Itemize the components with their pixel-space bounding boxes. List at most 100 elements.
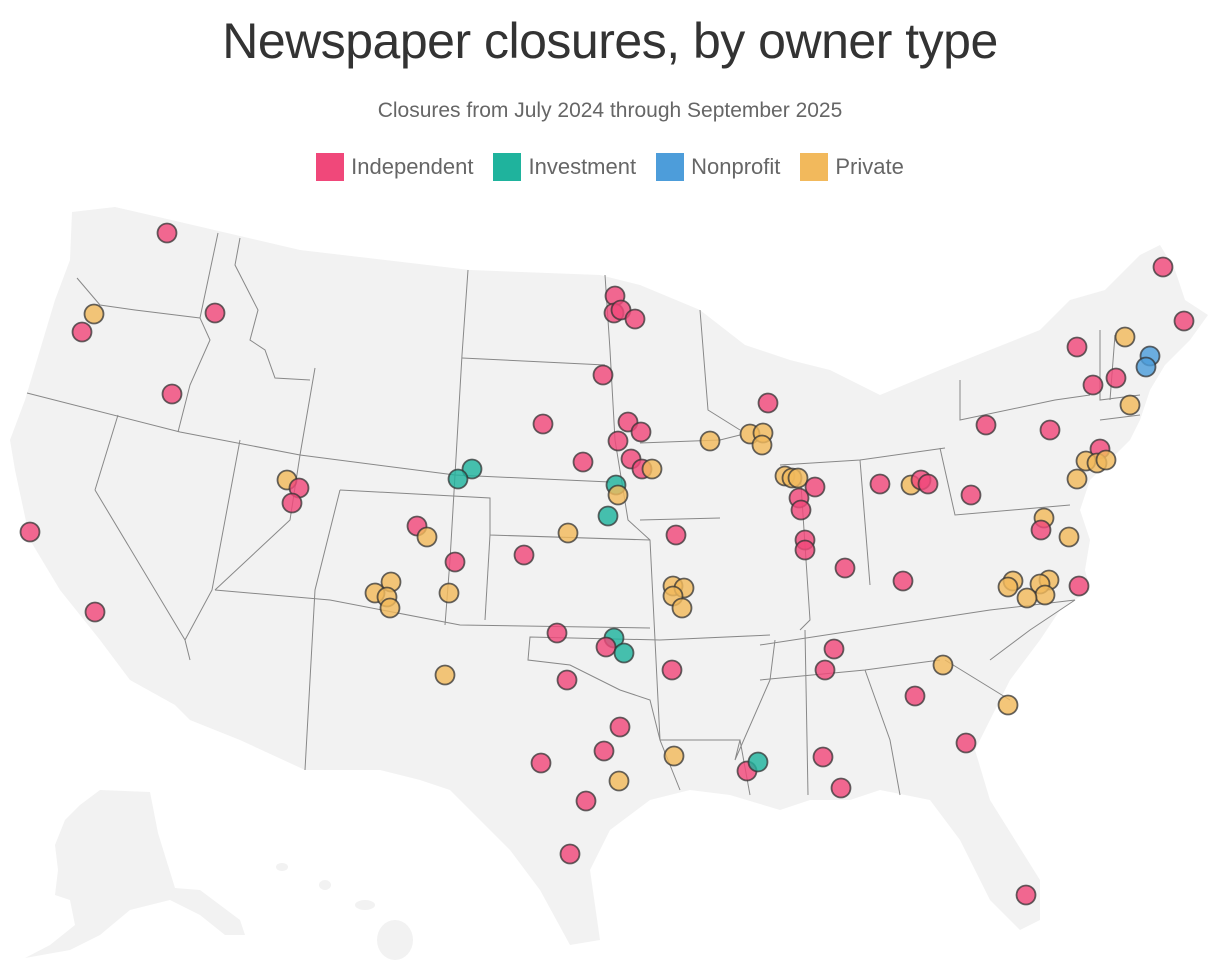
- private-swatch-icon: [800, 153, 829, 181]
- closure-point-private[interactable]: [608, 770, 630, 792]
- closure-point-private[interactable]: [1016, 587, 1038, 609]
- closure-point-private[interactable]: [557, 522, 579, 544]
- closure-point-investment[interactable]: [597, 505, 619, 527]
- closure-point-independent[interactable]: [790, 499, 812, 521]
- closure-point-independent[interactable]: [757, 392, 779, 414]
- closure-point-independent[interactable]: [546, 622, 568, 644]
- hawaii-island: [276, 863, 288, 871]
- alaska-shape: [25, 790, 245, 958]
- closure-point-independent[interactable]: [823, 638, 845, 660]
- closure-point-independent[interactable]: [593, 740, 615, 762]
- closure-point-private[interactable]: [751, 434, 773, 456]
- closure-point-independent[interactable]: [1082, 374, 1104, 396]
- closure-point-independent[interactable]: [904, 685, 926, 707]
- closure-point-independent[interactable]: [661, 659, 683, 681]
- closure-point-independent[interactable]: [609, 716, 631, 738]
- closure-point-independent[interactable]: [1015, 884, 1037, 906]
- closure-point-independent[interactable]: [156, 222, 178, 244]
- legend: Independent Investment Nonprofit Private: [0, 153, 1220, 181]
- closure-point-independent[interactable]: [161, 383, 183, 405]
- closure-point-private[interactable]: [997, 576, 1019, 598]
- closure-point-independent[interactable]: [19, 521, 41, 543]
- closure-point-private[interactable]: [932, 654, 954, 676]
- closure-point-independent[interactable]: [1066, 336, 1088, 358]
- closure-point-independent[interactable]: [812, 746, 834, 768]
- closure-point-private[interactable]: [434, 664, 456, 686]
- hawaii-island: [319, 880, 331, 890]
- legend-item-nonprofit: Nonprofit: [656, 153, 780, 181]
- closure-point-independent[interactable]: [814, 659, 836, 681]
- closure-point-independent[interactable]: [624, 308, 646, 330]
- closure-point-independent[interactable]: [444, 551, 466, 573]
- closure-point-independent[interactable]: [794, 539, 816, 561]
- closure-point-independent[interactable]: [572, 451, 594, 473]
- closure-point-nonprofit[interactable]: [1135, 356, 1157, 378]
- closure-point-independent[interactable]: [84, 601, 106, 623]
- closure-point-private[interactable]: [1114, 326, 1136, 348]
- closure-point-independent[interactable]: [892, 570, 914, 592]
- closure-point-private[interactable]: [607, 484, 629, 506]
- closure-point-independent[interactable]: [975, 414, 997, 436]
- investment-swatch-icon: [493, 153, 522, 181]
- closure-point-independent[interactable]: [804, 476, 826, 498]
- legend-item-investment: Investment: [493, 153, 636, 181]
- closure-point-private[interactable]: [1034, 584, 1056, 606]
- closure-point-private[interactable]: [641, 458, 663, 480]
- closure-point-independent[interactable]: [607, 430, 629, 452]
- closure-point-investment[interactable]: [461, 458, 483, 480]
- nonprofit-swatch-icon: [656, 153, 685, 181]
- closure-point-independent[interactable]: [204, 302, 226, 324]
- closure-point-investment[interactable]: [613, 642, 635, 664]
- closure-point-independent[interactable]: [1068, 575, 1090, 597]
- closure-point-independent[interactable]: [1039, 419, 1061, 441]
- land-shapes: [10, 207, 1208, 960]
- contiguous-us-shape: [10, 207, 1208, 945]
- closure-point-independent[interactable]: [960, 484, 982, 506]
- closure-point-independent[interactable]: [71, 321, 93, 343]
- closure-points: [19, 222, 1195, 906]
- closure-point-private[interactable]: [1066, 468, 1088, 490]
- closure-point-private[interactable]: [83, 303, 105, 325]
- closure-point-private[interactable]: [1095, 449, 1117, 471]
- independent-swatch-icon: [316, 153, 345, 181]
- closure-point-independent[interactable]: [830, 777, 852, 799]
- closure-point-private[interactable]: [671, 597, 693, 619]
- closure-point-private[interactable]: [379, 597, 401, 619]
- legend-label: Investment: [528, 154, 637, 179]
- closure-point-private[interactable]: [699, 430, 721, 452]
- closure-point-independent[interactable]: [575, 790, 597, 812]
- closure-point-independent[interactable]: [1152, 256, 1174, 278]
- closure-point-independent[interactable]: [955, 732, 977, 754]
- closure-point-independent[interactable]: [869, 473, 891, 495]
- legend-label: Independent: [351, 154, 474, 179]
- closure-point-independent[interactable]: [1105, 367, 1127, 389]
- hawaii-island: [377, 920, 413, 960]
- closure-point-independent[interactable]: [1030, 519, 1052, 541]
- closure-point-independent[interactable]: [834, 557, 856, 579]
- closure-point-independent[interactable]: [559, 843, 581, 865]
- closure-point-private[interactable]: [1058, 526, 1080, 548]
- closure-point-private[interactable]: [997, 694, 1019, 716]
- us-map: [10, 207, 1208, 960]
- closure-point-independent[interactable]: [281, 492, 303, 514]
- legend-item-independent: Independent: [316, 153, 473, 181]
- closure-point-independent[interactable]: [1173, 310, 1195, 332]
- closure-point-independent[interactable]: [630, 421, 652, 443]
- closure-point-private[interactable]: [1119, 394, 1141, 416]
- closure-point-independent[interactable]: [595, 636, 617, 658]
- closure-point-independent[interactable]: [513, 544, 535, 566]
- closure-point-independent[interactable]: [665, 524, 687, 546]
- closure-point-investment[interactable]: [447, 468, 469, 490]
- closure-point-private[interactable]: [663, 745, 685, 767]
- closure-point-investment[interactable]: [747, 751, 769, 773]
- closure-point-independent[interactable]: [917, 473, 939, 495]
- hawaii-island: [355, 900, 375, 910]
- closure-point-private[interactable]: [438, 582, 460, 604]
- closure-point-independent[interactable]: [530, 752, 552, 774]
- closure-point-private[interactable]: [787, 467, 809, 489]
- legend-label: Private: [835, 154, 904, 179]
- closure-point-private[interactable]: [416, 526, 438, 548]
- closure-point-independent[interactable]: [592, 364, 614, 386]
- closure-point-independent[interactable]: [532, 413, 554, 435]
- closure-point-independent[interactable]: [556, 669, 578, 691]
